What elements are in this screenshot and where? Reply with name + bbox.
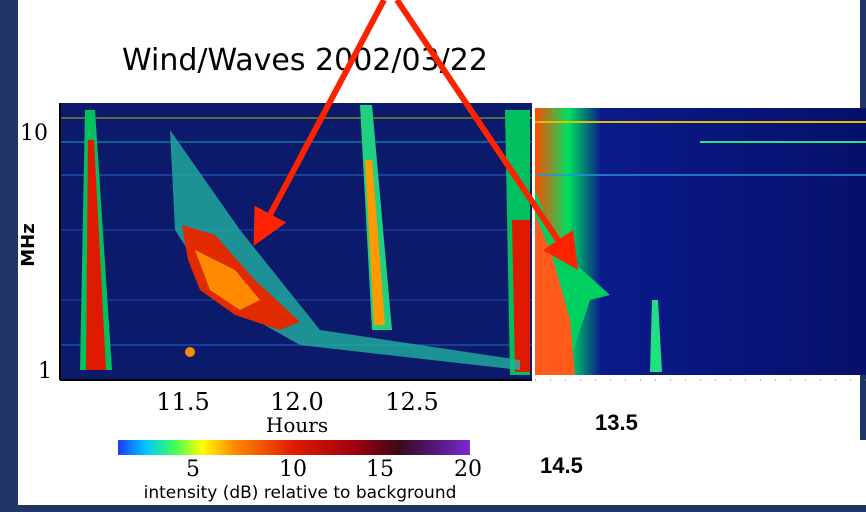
colorbar-tick-label: 15 (366, 457, 394, 482)
x-tick-label: 11.5 (156, 388, 209, 416)
arrow (394, 0, 579, 270)
left-spectrogram (60, 103, 532, 380)
x-tick-label: 12.5 (385, 388, 438, 416)
right-spectrogram (535, 108, 866, 381)
colorbar-tick-label: 5 (186, 457, 200, 482)
title: Wind/Waves 2002/03/22 (122, 43, 488, 78)
frame-bottom (0, 505, 866, 512)
colorbar-tick-label: 10 (279, 457, 307, 482)
noise-lines (60, 117, 532, 346)
time-label: 13.5 (595, 410, 638, 435)
drift-burst (195, 250, 260, 310)
colorbar-label: intensity (dB) relative to background (144, 483, 457, 503)
time-label: 14.5 (540, 453, 583, 478)
arrow (253, 0, 387, 246)
burst (365, 160, 385, 325)
burst (86, 140, 106, 370)
y-axis-label: MHz (18, 223, 39, 266)
frame-left (0, 0, 18, 512)
y-tick-label: 10 (20, 121, 48, 146)
x-axis-label: Hours (266, 413, 328, 437)
y-tick-label: 1 (38, 359, 52, 384)
spectrogram-bg (535, 108, 866, 375)
burst (512, 220, 530, 372)
blob (185, 347, 195, 357)
x-tick-label: 12.0 (270, 388, 323, 416)
colorbar-tick-label: 20 (454, 457, 482, 482)
colorbar (118, 440, 470, 455)
burst (650, 300, 662, 372)
